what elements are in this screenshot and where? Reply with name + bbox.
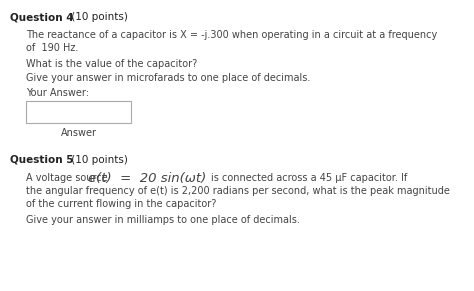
Text: of the current flowing in the capacitor?: of the current flowing in the capacitor? [26,199,216,209]
Text: Give your answer in milliamps to one place of decimals.: Give your answer in milliamps to one pla… [26,215,300,225]
Text: e(t)  =  20 sin(ωt): e(t) = 20 sin(ωt) [88,172,206,185]
Text: (10 points): (10 points) [68,12,128,22]
Text: Your Answer:: Your Answer: [26,88,89,98]
Text: (10 points): (10 points) [68,155,128,165]
Text: is connected across a 45 μF capacitor. If: is connected across a 45 μF capacitor. I… [211,173,407,183]
Text: What is the value of the capacitor?: What is the value of the capacitor? [26,59,197,69]
Bar [26,101,131,123]
Text: Question 4: Question 4 [10,12,73,22]
Text: The reactance of a capacitor is X = -j.300 when operating in a circuit at a freq: The reactance of a capacitor is X = -j.3… [26,30,437,40]
Text: Answer: Answer [61,128,97,138]
Text: of  190 Hz.: of 190 Hz. [26,43,78,53]
Text: Question 5: Question 5 [10,155,73,165]
Text: Give your answer in microfarads to one place of decimals.: Give your answer in microfarads to one p… [26,73,310,83]
Text: A voltage source: A voltage source [26,173,111,183]
Text: the angular frequency of e(t) is 2,200 radians per second, what is the peak magn: the angular frequency of e(t) is 2,200 r… [26,186,450,196]
